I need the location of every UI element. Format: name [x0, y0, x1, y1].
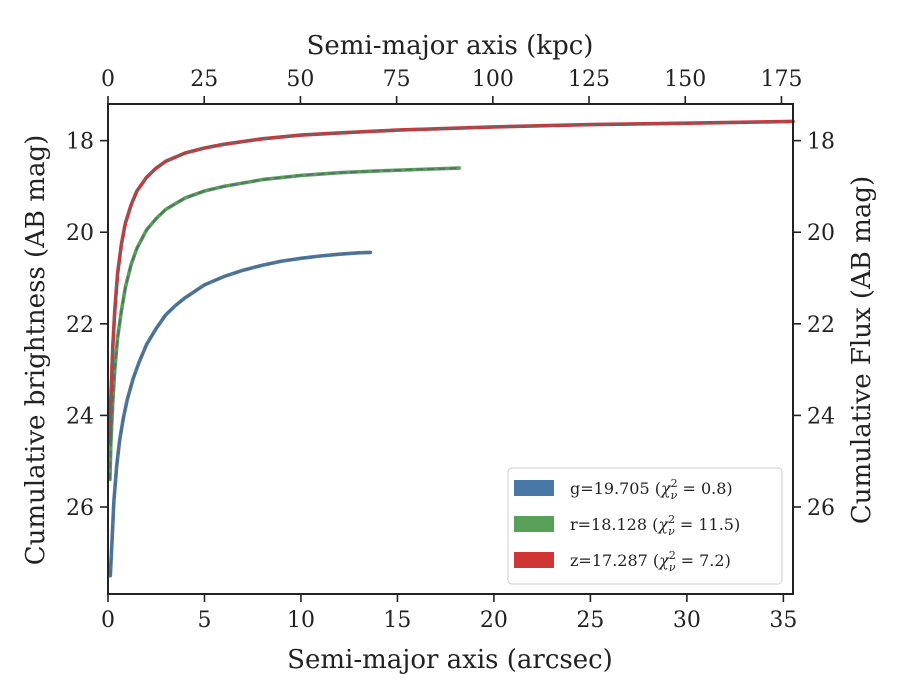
x2-tick-label-75: 75 [383, 67, 411, 92]
x-tick-label-0: 0 [101, 608, 115, 633]
legend-entry-g: g=19.705 (χ2 ν = 0.8) [570, 477, 733, 502]
y2-tick-label-22: 22 [807, 313, 835, 338]
y-tick-label-22: 22 [66, 313, 94, 338]
fit-line-g [109, 251, 371, 576]
fit-line-r [109, 167, 460, 480]
x2-tick-label-125: 125 [568, 67, 610, 92]
x2-tick-label-25: 25 [190, 67, 218, 92]
x2-tick-label-50: 50 [286, 67, 314, 92]
y-tick-label-24: 24 [66, 404, 94, 429]
y2-tick-label-26: 26 [807, 496, 835, 521]
x2-axis-label: Semi-major axis (kpc) [307, 31, 594, 61]
legend-swatch-g [514, 480, 554, 496]
legend-swatch-r [514, 516, 554, 532]
legend-entry-r: r=18.128 (χ2 ν = 11.5) [570, 513, 740, 538]
legend: g=19.705 (χ2 ν = 0.8) r=18.128 (χ2 ν = 11.5… [507, 467, 783, 585]
plot-frame [107, 103, 794, 595]
x-axis-label: Semi-major axis (arcsec) [287, 645, 613, 675]
y2-tick-label-24: 24 [807, 404, 835, 429]
y-tick-label-20: 20 [66, 221, 94, 246]
x-tick-label-5: 5 [197, 608, 211, 633]
x-tick-label-30: 30 [673, 608, 701, 633]
legend-swatch-z [514, 552, 554, 568]
x-tick-label-20: 20 [480, 608, 508, 633]
legend-frame [507, 467, 783, 585]
y-axis-label: Cumulative brightness (AB mag) [21, 135, 51, 566]
x-tick-label-35: 35 [769, 608, 797, 633]
series-line-r [108, 166, 462, 482]
y-tick-label-18: 18 [66, 130, 94, 155]
fit-line-z [109, 120, 794, 443]
y-tick-label-26: 26 [66, 496, 94, 521]
x-tick-label-15: 15 [383, 608, 411, 633]
fit-lines [109, 120, 794, 576]
y2-tick-label-20: 20 [807, 221, 835, 246]
x2-tick-label-150: 150 [664, 67, 706, 92]
series-line-g [108, 250, 373, 578]
x2-tick-label-100: 100 [472, 67, 514, 92]
x-tick-label-25: 25 [576, 608, 604, 633]
x2-tick-label-0: 0 [101, 67, 115, 92]
y2-axis-label: Cumulative Flux (AB mag) [847, 176, 877, 524]
legend-entry-z: z=17.287 (χ2 ν = 7.2) [570, 549, 731, 574]
x2-tick-label-175: 175 [760, 67, 802, 92]
axes: 0 5 10 15 20 25 30 35 0 25 50 75 100 125 150 175 18 18 20 2… [66, 67, 835, 633]
x-tick-label-10: 10 [287, 608, 315, 633]
y2-tick-label-18: 18 [807, 130, 835, 155]
